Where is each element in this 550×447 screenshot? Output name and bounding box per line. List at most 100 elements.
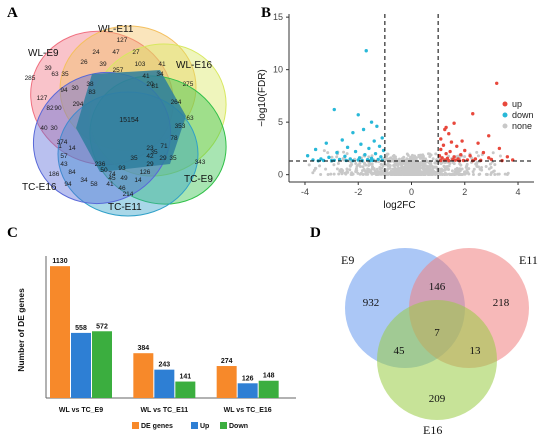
volcano-point-none <box>421 154 425 158</box>
volcano-point-up <box>443 127 447 132</box>
volcano-point-down <box>375 124 379 129</box>
volcano-point-down <box>327 155 331 160</box>
volcano-point-none <box>414 160 418 164</box>
volcano-point-none <box>406 153 410 157</box>
volcano-point-down <box>351 130 355 135</box>
venn6-region-value: 264 <box>171 99 182 106</box>
volcano-point-none <box>311 171 315 175</box>
volcano-x-tick-label: 2 <box>462 187 467 197</box>
venn3-set-label-e16: E16 <box>423 423 442 437</box>
volcano-point-down <box>343 154 347 158</box>
bar-legend-label: Down <box>229 423 248 430</box>
volcano-legend-label-down: down <box>512 110 534 120</box>
venn6-region-value: 42 <box>146 153 154 160</box>
volcano-point-down <box>337 157 342 162</box>
volcano-point-none <box>337 172 341 176</box>
volcano-point-up <box>451 157 455 162</box>
volcano-point-none <box>364 172 368 176</box>
volcano-point-none <box>447 164 451 168</box>
volcano-point-none <box>318 164 322 168</box>
volcano-y-tick-label: 0 <box>278 170 283 180</box>
volcano-point-none <box>407 163 411 167</box>
venn6-region-value: 45 <box>108 175 116 182</box>
volcano-point-none <box>391 170 395 174</box>
volcano-point-none <box>360 169 364 173</box>
volcano-point-none <box>380 166 384 170</box>
volcano-point-none <box>335 167 339 171</box>
volcano-point-none <box>448 172 452 176</box>
volcano-point-up <box>441 143 446 147</box>
volcano-point-down <box>324 141 328 145</box>
volcano-point-none <box>322 149 326 153</box>
venn6-region-value: 39 <box>44 65 52 72</box>
venn3-region-value: 218 <box>493 297 510 309</box>
volcano-point-none <box>453 170 457 174</box>
volcano-point-down <box>321 158 326 163</box>
volcano-point-none <box>342 150 346 154</box>
bar-legend-swatch <box>132 422 139 429</box>
venn3-circle-e16 <box>377 300 497 420</box>
volcano-point-none <box>471 172 475 176</box>
volcano-point-none <box>476 154 480 158</box>
bar-de-genes <box>133 353 154 398</box>
volcano-point-none <box>400 165 404 169</box>
venn6-region-value: 14 <box>134 177 142 184</box>
volcano-point-up <box>476 141 480 145</box>
volcano-point-none <box>395 161 399 165</box>
volcano-y-tick-label: 5 <box>278 117 283 127</box>
volcano-point-none <box>367 155 371 159</box>
bar-up <box>154 369 175 398</box>
volcano-point-none <box>443 167 447 171</box>
bar-value-label: 558 <box>75 325 87 332</box>
volcano-point-none <box>345 152 349 156</box>
volcano-point-none <box>463 171 467 175</box>
volcano-point-up <box>497 146 502 151</box>
volcano-point-up <box>461 158 466 163</box>
volcano-point-down <box>380 136 384 140</box>
venn6-region-value: 74 <box>108 171 116 178</box>
bar-legend-swatch <box>191 422 198 429</box>
volcano-point-down <box>359 142 363 146</box>
volcano-point-up <box>473 157 478 161</box>
volcano-point-none <box>395 169 399 173</box>
venn6-region-value: 15154 <box>119 117 139 124</box>
volcano-point-none <box>399 170 403 174</box>
venn6-region-value: 38 <box>86 81 94 88</box>
volcano-point-none <box>340 172 344 176</box>
bar-value-label: 141 <box>179 374 191 381</box>
volcano-point-none <box>408 157 412 161</box>
volcano-point-none <box>348 168 352 172</box>
volcano-point-down <box>373 151 378 156</box>
volcano-point-none <box>491 151 495 155</box>
volcano-point-none <box>489 172 493 176</box>
volcano-point-none <box>498 154 502 158</box>
venn6-set-label: WL-E11 <box>98 24 134 35</box>
volcano-point-none <box>387 171 391 175</box>
volcano-point-none <box>465 162 469 166</box>
volcano-point-none <box>464 165 468 169</box>
volcano-point-none <box>434 152 438 156</box>
venn6-region-value: 29 <box>159 155 167 162</box>
bar-legend-label: DE genes <box>141 423 173 430</box>
bar-value-label: 572 <box>96 323 108 330</box>
volcano-point-none <box>385 154 389 158</box>
venn6-set-label: TC-E9 <box>184 174 213 185</box>
venn6-region-value: 41 <box>142 73 150 80</box>
volcano-point-none <box>455 166 459 170</box>
volcano-point-none <box>336 162 340 166</box>
volcano-point-none <box>428 166 432 170</box>
bar-value-label: 384 <box>137 345 149 352</box>
volcano-point-none <box>416 172 420 176</box>
bar-down <box>92 331 112 398</box>
volcano-point-none <box>414 155 418 159</box>
volcano-point-none <box>370 162 374 166</box>
volcano-point-up <box>448 149 452 154</box>
venn6-region-value: 1 <box>58 143 62 150</box>
venn3-set-label-e11: E11 <box>519 253 538 267</box>
volcano-point-up <box>439 147 443 152</box>
venn6-region-value: 83 <box>88 89 96 96</box>
venn3-set-label-e9: E9 <box>341 253 354 267</box>
volcano-point-none <box>431 170 435 174</box>
volcano-point-none <box>361 165 365 169</box>
volcano-point-none <box>430 165 434 169</box>
